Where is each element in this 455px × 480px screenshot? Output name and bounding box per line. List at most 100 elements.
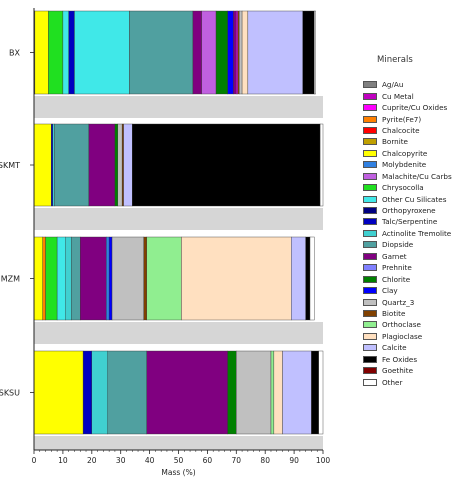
bar-segment-skmt-diopside	[54, 123, 90, 207]
bar-segment-bx-malachite-cu-carbs	[201, 10, 217, 95]
x-tick-label: 80	[260, 456, 270, 465]
legend-label: Garnet	[382, 251, 407, 261]
legend-swatch	[363, 81, 377, 89]
legend-item: Chalcocite	[363, 125, 455, 136]
x-tick-label: 50	[174, 456, 184, 465]
bar-segment-bx-other	[314, 10, 316, 95]
bar-segment-bx-chalcopyrite	[34, 10, 49, 95]
bar-segment-bx-cuprite-cu-oxides	[236, 10, 238, 95]
bar-segment-skmt-calcite	[123, 123, 133, 207]
legend-label: Orthoclase	[382, 320, 421, 330]
legend-item: Other	[363, 376, 455, 387]
legend-item: Chalcopyrite	[363, 148, 455, 159]
legend-swatch	[363, 309, 377, 317]
bar-segment-mzm-calcite	[291, 236, 306, 321]
bar-segment-sksu-chalcopyrite	[33, 350, 84, 435]
legend-item: Goethite	[363, 365, 455, 376]
legend-item: Prehnite	[363, 262, 455, 273]
x-tick-label: 60	[203, 456, 213, 465]
legend-label: Talc/Serpentine	[382, 217, 438, 227]
x-tick-label: 0	[32, 456, 37, 465]
legend-item: Diopside	[363, 239, 455, 250]
legend-swatch	[363, 149, 377, 157]
legend-swatch	[363, 104, 377, 112]
legend-swatch	[363, 287, 377, 295]
bar-segment-bx-other-cu-silicates	[74, 10, 130, 95]
bar-segment-skmt-garnet	[88, 123, 116, 207]
bar-segment-sksu-plagioclase	[273, 350, 283, 435]
legend: Minerals Ag/Au Cu Metal Cuprite/Cu Oxides P…	[363, 55, 455, 388]
legend-swatch	[363, 367, 377, 375]
x-tick-label: 90	[289, 456, 299, 465]
bar-segment-sksu-orthoclase	[270, 350, 275, 435]
legend-swatch	[363, 138, 377, 146]
legend-item: Malachite/Cu Carbs	[363, 171, 455, 182]
bar-segment-mzm-other	[309, 236, 315, 321]
category-label: SKMT	[0, 161, 20, 170]
legend-title: Minerals	[377, 55, 413, 65]
category-label: SKSU	[0, 389, 20, 398]
legend-swatch	[363, 184, 377, 192]
bar-segment-mzm-chalcopyrite	[33, 236, 43, 321]
legend-item: Actinolite Tremolite	[363, 228, 455, 239]
legend-item: Cu Metal	[363, 90, 455, 101]
legend-item: Chlorite	[363, 273, 455, 284]
bar-segment-bx-talc-serpentine	[68, 10, 75, 95]
bar-segment-mzm-plagioclase	[181, 236, 292, 321]
x-tick-label: 10	[58, 456, 68, 465]
legend-item: Chrysocolla	[363, 182, 455, 193]
legend-label: Plagioclase	[382, 331, 423, 341]
legend-swatch	[363, 298, 377, 306]
bar-segment-mzm-biotite	[143, 236, 147, 321]
legend-swatch	[363, 378, 377, 386]
legend-swatch	[363, 355, 377, 363]
bar-segment-skmt-fe-oxides	[132, 123, 321, 207]
bar-segment-bx-garnet	[233, 10, 237, 95]
legend-swatch	[363, 264, 377, 272]
x-axis-label: Mass (%)	[161, 468, 195, 477]
bar-segment-mzm-pyrite-fe7-	[42, 236, 46, 321]
legend-swatch	[363, 332, 377, 340]
bar-segment-bx-other-cu-silicates	[62, 10, 69, 95]
bar-segment-sksu-calcite	[282, 350, 312, 435]
x-tick-label: 100	[316, 456, 331, 465]
legend-label: Calcite	[382, 343, 407, 353]
bar-segment-skmt-other	[319, 123, 324, 207]
legend-swatch	[363, 92, 377, 100]
category-label: MZM	[1, 275, 20, 284]
legend-label: Biotite	[382, 308, 406, 318]
legend-item: Bornite	[363, 136, 455, 147]
legend-label: Cuprite/Cu Oxides	[382, 103, 448, 113]
bar-segment-sksu-diopside	[107, 350, 147, 435]
legend-label: Malachite/Cu Carbs	[382, 171, 452, 181]
bar-segment-mzm-orthoclase	[146, 236, 182, 321]
legend-item: Plagioclase	[363, 331, 455, 342]
legend-label: Molybdenite	[382, 160, 427, 170]
legend-label: Orthopyroxene	[382, 206, 436, 216]
legend-swatch	[363, 126, 377, 134]
legend-swatch	[363, 115, 377, 123]
bar-segment-skmt-quartz-3	[117, 123, 123, 207]
bar-segment-skmt-actinolite-tremolite	[52, 123, 55, 207]
legend-label: Cu Metal	[382, 91, 414, 101]
bar-segment-skmt-talc-serpentine	[51, 123, 53, 207]
bar-segment-mzm-molybdenite	[106, 236, 110, 321]
category-label: BX	[9, 49, 20, 58]
legend-swatch	[363, 275, 377, 283]
x-tick-label: 40	[145, 456, 155, 465]
legend-label: Chlorite	[382, 274, 411, 284]
bar-segment-mzm-quartz-3	[111, 236, 145, 321]
bar-segment-skmt-biotite	[121, 123, 124, 207]
legend-label: Goethite	[382, 366, 413, 376]
legend-items: Ag/Au Cu Metal Cuprite/Cu Oxides Pyrite(Fe7…	[363, 79, 455, 388]
legend-swatch	[363, 229, 377, 237]
bar-segment-skmt-chalcopyrite	[33, 123, 52, 207]
legend-label: Ag/Au	[382, 80, 404, 90]
bar-segment-bx-chrysocolla	[48, 10, 64, 95]
legend-label: Fe Oxides	[382, 354, 418, 364]
bar-segment-mzm-actinolite-tremolite	[65, 236, 72, 321]
bar-segment-sksu-other	[318, 350, 324, 435]
bar-segment-bx-clay	[227, 10, 234, 95]
bar-segment-sksu-chlorite	[227, 350, 237, 435]
